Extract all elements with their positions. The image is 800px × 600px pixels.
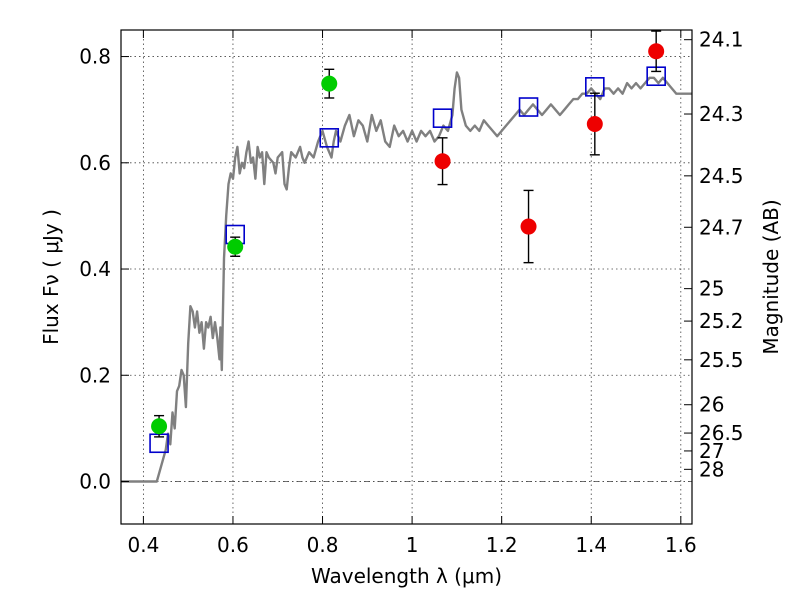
x-tick-label: 1.6 [665, 533, 697, 557]
model-photometry-box [319, 128, 340, 148]
plot-frame [120, 29, 693, 525]
green-data-point [227, 238, 244, 255]
model-photometry-box [432, 108, 453, 128]
tick-labels: 0.4 0.6 0.8 1 1.2 1.4 1.6 0.0 0.2 0.4 0.6 0.8 24.1 24… [79, 28, 743, 557]
green-data-point [321, 75, 338, 92]
y-tick-label: 0.6 [79, 151, 111, 175]
magnitude-tick-label: 28 [699, 457, 724, 481]
red-data-point [434, 153, 451, 170]
y-axis-label: Flux Fν ( μJy ) [39, 209, 63, 345]
grid-lines [121, 30, 692, 524]
magnitude-tick-label: 26.5 [699, 421, 744, 445]
observed-points [151, 43, 665, 435]
model-spectrum [121, 71, 692, 483]
x-tick-label: 0.4 [127, 533, 159, 557]
y-tick-label: 0.8 [79, 45, 111, 69]
magnitude-tick-label: 24.7 [699, 215, 744, 239]
magnitude-tick-label: 24.3 [699, 102, 744, 126]
red-data-point [520, 218, 537, 235]
model-spectrum-line [121, 71, 692, 483]
y-tick-label: 0.4 [79, 257, 111, 281]
magnitude-tick-label: 25.2 [699, 309, 744, 333]
green-data-point [151, 418, 168, 435]
model-photometry-box [518, 97, 539, 117]
x-axis-label: Wavelength λ (μm) [311, 564, 502, 588]
x-tick-label: 1.2 [486, 533, 518, 557]
magnitude-tick-label: 25 [699, 277, 724, 301]
magnitude-tick-label: 24.1 [699, 28, 744, 52]
x-tick-label: 1 [406, 533, 419, 557]
axis-ticks [121, 30, 692, 524]
y-tick-label: 0.2 [79, 363, 111, 387]
magnitude-tick-label: 24.5 [699, 164, 744, 188]
magnitude-tick-label: 25.5 [699, 348, 744, 372]
red-data-point [586, 116, 603, 133]
x-tick-label: 1.4 [575, 533, 607, 557]
magnitude-tick-label: 27 [699, 439, 724, 463]
y-tick-label: 0.0 [79, 470, 111, 494]
x-tick-label: 0.8 [307, 533, 339, 557]
magnitude-tick-label: 26 [699, 393, 724, 417]
red-data-point [648, 43, 665, 60]
x-tick-label: 0.6 [217, 533, 249, 557]
y2-axis-label: Magnitude (AB) [759, 199, 783, 354]
